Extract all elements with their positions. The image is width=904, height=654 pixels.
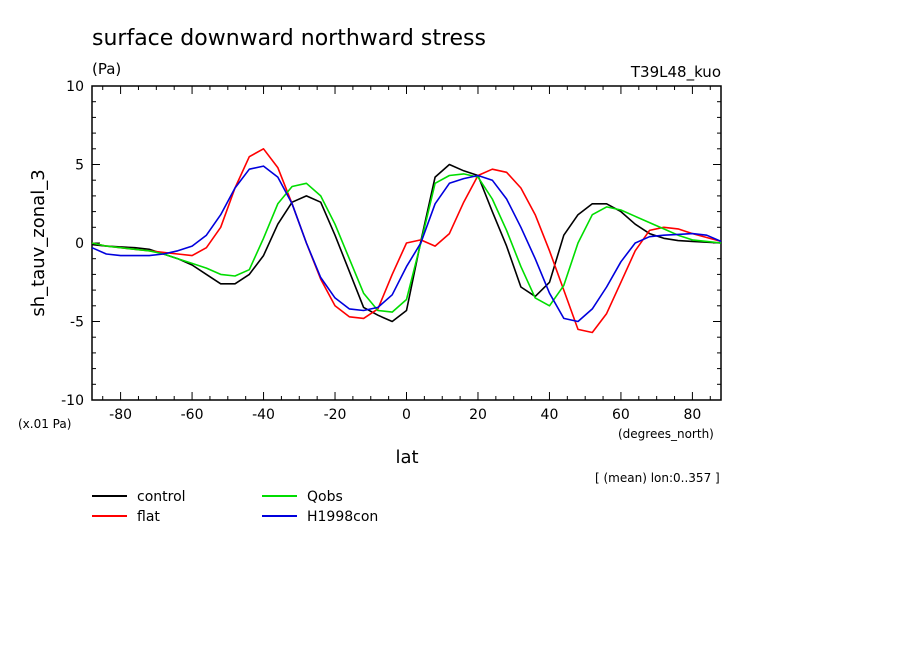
series-line-h1998con <box>91 165 722 323</box>
series-line-qobs <box>91 173 722 313</box>
x-tick-label: 80 <box>683 407 701 423</box>
y-axis-label: sh_tauv_zonal_3 <box>28 169 49 316</box>
legend-label: control <box>137 489 186 505</box>
chart-units: (Pa) <box>92 60 121 78</box>
run-label: T39L48_kuo <box>630 63 721 82</box>
x-tick-label: 20 <box>469 407 487 423</box>
axis-tick-labels: -80 -60 -40 -20 0 20 40 60 80 -10 -5 0 5 10 <box>61 79 701 423</box>
mean-note: [ (mean) lon:0..357 ] <box>595 471 720 485</box>
x-tick-label: -20 <box>324 407 347 423</box>
x-tick-label: 40 <box>541 407 559 423</box>
x-units-label: (degrees_north) <box>618 427 714 441</box>
legend-label: flat <box>137 509 160 525</box>
legend: control flat Qobs H1998con <box>92 489 378 525</box>
y-tick-label: 0 <box>75 236 84 252</box>
x-tick-label: 0 <box>402 407 411 423</box>
x-tick-label: -80 <box>109 407 132 423</box>
x-tick-label: 60 <box>612 407 630 423</box>
scale-note: (x.01 Pa) <box>18 417 71 431</box>
y-tick-label: 5 <box>75 158 84 174</box>
legend-label: H1998con <box>307 509 378 525</box>
y-tick-label: -5 <box>70 315 84 331</box>
series-line-flat <box>91 148 722 334</box>
legend-label: Qobs <box>307 489 343 505</box>
y-tick-label: -10 <box>61 393 84 409</box>
x-tick-label: -60 <box>181 407 204 423</box>
series-lines <box>91 148 722 334</box>
x-axis-label: lat <box>395 447 418 468</box>
axis-ticks <box>92 85 721 401</box>
x-tick-label: -40 <box>252 407 275 423</box>
chart-title: surface downward northward stress <box>92 26 486 51</box>
y-tick-label: 10 <box>66 79 84 95</box>
